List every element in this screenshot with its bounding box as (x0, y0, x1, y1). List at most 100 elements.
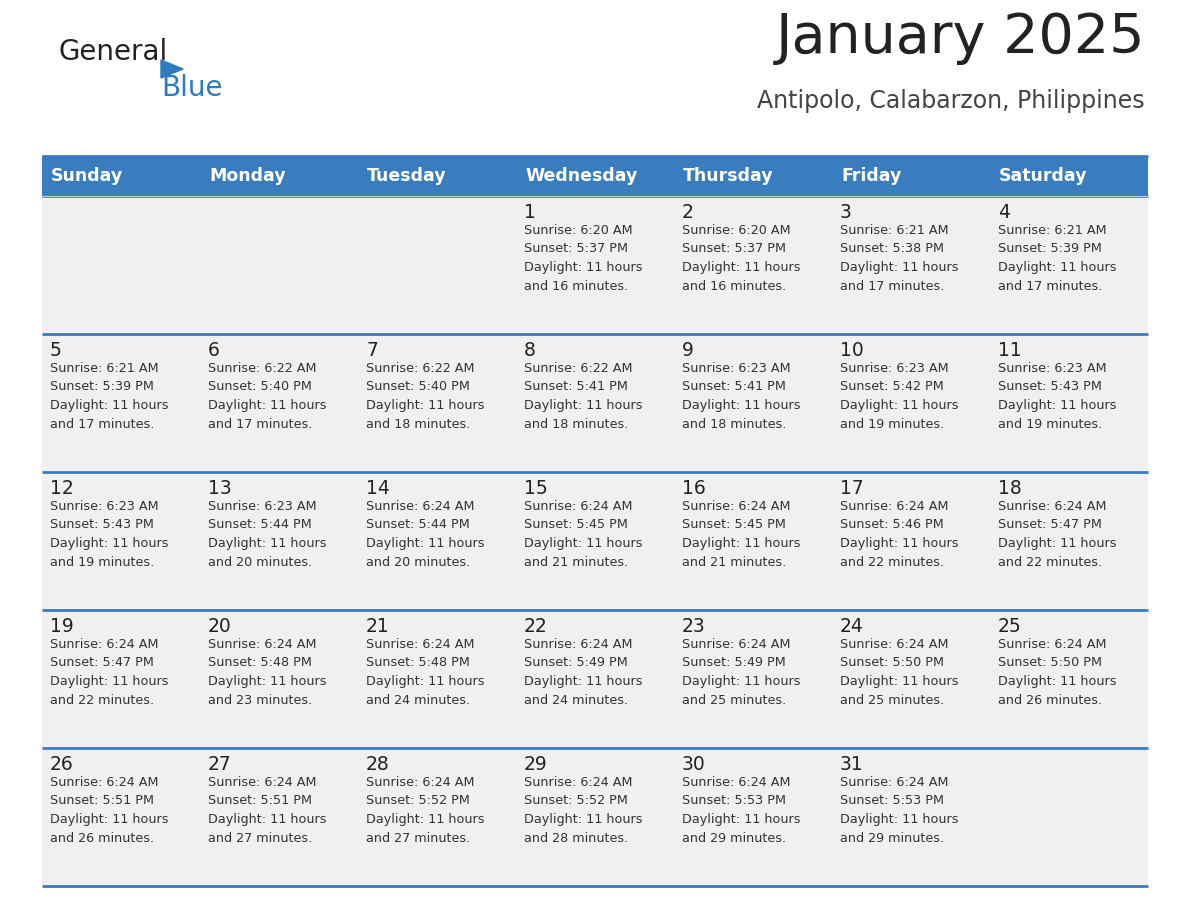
Bar (832, 472, 990, 610)
Text: Antipolo, Calabarzon, Philippines: Antipolo, Calabarzon, Philippines (758, 89, 1145, 113)
Text: Sunrise: 6:24 AM
Sunset: 5:45 PM
Daylight: 11 hours
and 21 minutes.: Sunrise: 6:24 AM Sunset: 5:45 PM Dayligh… (524, 500, 643, 568)
Bar (358, 334, 516, 472)
Bar (516, 472, 674, 610)
Bar (990, 610, 1148, 748)
Text: 18: 18 (998, 479, 1022, 498)
Text: 5: 5 (50, 341, 62, 360)
Text: Sunrise: 6:24 AM
Sunset: 5:45 PM
Daylight: 11 hours
and 21 minutes.: Sunrise: 6:24 AM Sunset: 5:45 PM Dayligh… (682, 500, 801, 568)
Text: 22: 22 (524, 617, 548, 636)
Text: 16: 16 (682, 479, 706, 498)
Bar (990, 334, 1148, 472)
Polygon shape (162, 60, 183, 78)
Bar (674, 196, 832, 334)
Bar (990, 156, 1148, 196)
Text: 8: 8 (524, 341, 536, 360)
Bar (200, 748, 358, 886)
Text: Sunrise: 6:24 AM
Sunset: 5:48 PM
Daylight: 11 hours
and 23 minutes.: Sunrise: 6:24 AM Sunset: 5:48 PM Dayligh… (208, 638, 327, 707)
Text: Sunrise: 6:22 AM
Sunset: 5:40 PM
Daylight: 11 hours
and 17 minutes.: Sunrise: 6:22 AM Sunset: 5:40 PM Dayligh… (208, 362, 327, 431)
Text: General: General (58, 38, 168, 66)
Text: Sunrise: 6:24 AM
Sunset: 5:53 PM
Daylight: 11 hours
and 29 minutes.: Sunrise: 6:24 AM Sunset: 5:53 PM Dayligh… (840, 776, 959, 845)
Text: Sunrise: 6:24 AM
Sunset: 5:51 PM
Daylight: 11 hours
and 27 minutes.: Sunrise: 6:24 AM Sunset: 5:51 PM Dayligh… (208, 776, 327, 845)
Bar (358, 156, 516, 196)
Text: 6: 6 (208, 341, 220, 360)
Text: Sunrise: 6:24 AM
Sunset: 5:52 PM
Daylight: 11 hours
and 27 minutes.: Sunrise: 6:24 AM Sunset: 5:52 PM Dayligh… (366, 776, 485, 845)
Text: 15: 15 (524, 479, 548, 498)
Text: 24: 24 (840, 617, 864, 636)
Bar (990, 472, 1148, 610)
Text: 19: 19 (50, 617, 74, 636)
Bar (42, 156, 200, 196)
Text: Sunrise: 6:20 AM
Sunset: 5:37 PM
Daylight: 11 hours
and 16 minutes.: Sunrise: 6:20 AM Sunset: 5:37 PM Dayligh… (682, 224, 801, 293)
Bar (42, 334, 200, 472)
Bar (200, 196, 358, 334)
Text: 17: 17 (840, 479, 864, 498)
Text: 9: 9 (682, 341, 694, 360)
Bar (358, 472, 516, 610)
Bar (516, 334, 674, 472)
Bar (832, 334, 990, 472)
Bar (42, 610, 200, 748)
Text: Sunrise: 6:24 AM
Sunset: 5:50 PM
Daylight: 11 hours
and 26 minutes.: Sunrise: 6:24 AM Sunset: 5:50 PM Dayligh… (998, 638, 1117, 707)
Text: 4: 4 (998, 203, 1010, 222)
Text: Sunrise: 6:24 AM
Sunset: 5:48 PM
Daylight: 11 hours
and 24 minutes.: Sunrise: 6:24 AM Sunset: 5:48 PM Dayligh… (366, 638, 485, 707)
Text: 26: 26 (50, 755, 74, 774)
Text: Sunrise: 6:21 AM
Sunset: 5:38 PM
Daylight: 11 hours
and 17 minutes.: Sunrise: 6:21 AM Sunset: 5:38 PM Dayligh… (840, 224, 959, 293)
Text: 3: 3 (840, 203, 852, 222)
Text: 28: 28 (366, 755, 390, 774)
Bar (516, 610, 674, 748)
Text: January 2025: January 2025 (776, 11, 1145, 65)
Text: Sunday: Sunday (51, 167, 124, 185)
Text: 2: 2 (682, 203, 694, 222)
Text: 13: 13 (208, 479, 232, 498)
Text: 25: 25 (998, 617, 1022, 636)
Text: 7: 7 (366, 341, 378, 360)
Text: 1: 1 (524, 203, 536, 222)
Bar (516, 156, 674, 196)
Bar (674, 334, 832, 472)
Text: 23: 23 (682, 617, 706, 636)
Text: 27: 27 (208, 755, 232, 774)
Bar (42, 748, 200, 886)
Bar (42, 196, 200, 334)
Bar (674, 748, 832, 886)
Text: Sunrise: 6:24 AM
Sunset: 5:49 PM
Daylight: 11 hours
and 24 minutes.: Sunrise: 6:24 AM Sunset: 5:49 PM Dayligh… (524, 638, 643, 707)
Text: 30: 30 (682, 755, 706, 774)
Bar (200, 334, 358, 472)
Text: 11: 11 (998, 341, 1022, 360)
Text: Blue: Blue (162, 74, 222, 102)
Text: Sunrise: 6:24 AM
Sunset: 5:47 PM
Daylight: 11 hours
and 22 minutes.: Sunrise: 6:24 AM Sunset: 5:47 PM Dayligh… (50, 638, 169, 707)
Text: 29: 29 (524, 755, 548, 774)
Text: 31: 31 (840, 755, 864, 774)
Text: Sunrise: 6:22 AM
Sunset: 5:41 PM
Daylight: 11 hours
and 18 minutes.: Sunrise: 6:22 AM Sunset: 5:41 PM Dayligh… (524, 362, 643, 431)
Bar (358, 610, 516, 748)
Bar (42, 472, 200, 610)
Text: Sunrise: 6:24 AM
Sunset: 5:51 PM
Daylight: 11 hours
and 26 minutes.: Sunrise: 6:24 AM Sunset: 5:51 PM Dayligh… (50, 776, 169, 845)
Text: 21: 21 (366, 617, 390, 636)
Bar (990, 196, 1148, 334)
Bar (358, 196, 516, 334)
Text: Sunrise: 6:23 AM
Sunset: 5:41 PM
Daylight: 11 hours
and 18 minutes.: Sunrise: 6:23 AM Sunset: 5:41 PM Dayligh… (682, 362, 801, 431)
Text: Sunrise: 6:23 AM
Sunset: 5:43 PM
Daylight: 11 hours
and 19 minutes.: Sunrise: 6:23 AM Sunset: 5:43 PM Dayligh… (50, 500, 169, 568)
Text: Saturday: Saturday (999, 167, 1087, 185)
Text: Sunrise: 6:23 AM
Sunset: 5:42 PM
Daylight: 11 hours
and 19 minutes.: Sunrise: 6:23 AM Sunset: 5:42 PM Dayligh… (840, 362, 959, 431)
Bar (200, 472, 358, 610)
Text: Sunrise: 6:24 AM
Sunset: 5:50 PM
Daylight: 11 hours
and 25 minutes.: Sunrise: 6:24 AM Sunset: 5:50 PM Dayligh… (840, 638, 959, 707)
Text: Friday: Friday (841, 167, 902, 185)
Text: Sunrise: 6:22 AM
Sunset: 5:40 PM
Daylight: 11 hours
and 18 minutes.: Sunrise: 6:22 AM Sunset: 5:40 PM Dayligh… (366, 362, 485, 431)
Bar (674, 472, 832, 610)
Bar (832, 748, 990, 886)
Bar (358, 748, 516, 886)
Bar (674, 610, 832, 748)
Text: Sunrise: 6:24 AM
Sunset: 5:49 PM
Daylight: 11 hours
and 25 minutes.: Sunrise: 6:24 AM Sunset: 5:49 PM Dayligh… (682, 638, 801, 707)
Text: Sunrise: 6:24 AM
Sunset: 5:44 PM
Daylight: 11 hours
and 20 minutes.: Sunrise: 6:24 AM Sunset: 5:44 PM Dayligh… (366, 500, 485, 568)
Bar (200, 610, 358, 748)
Text: Sunrise: 6:23 AM
Sunset: 5:43 PM
Daylight: 11 hours
and 19 minutes.: Sunrise: 6:23 AM Sunset: 5:43 PM Dayligh… (998, 362, 1117, 431)
Text: 10: 10 (840, 341, 864, 360)
Bar (832, 156, 990, 196)
Bar (990, 748, 1148, 886)
Text: Sunrise: 6:24 AM
Sunset: 5:53 PM
Daylight: 11 hours
and 29 minutes.: Sunrise: 6:24 AM Sunset: 5:53 PM Dayligh… (682, 776, 801, 845)
Bar (200, 156, 358, 196)
Bar (832, 610, 990, 748)
Text: Wednesday: Wednesday (525, 167, 638, 185)
Text: 12: 12 (50, 479, 74, 498)
